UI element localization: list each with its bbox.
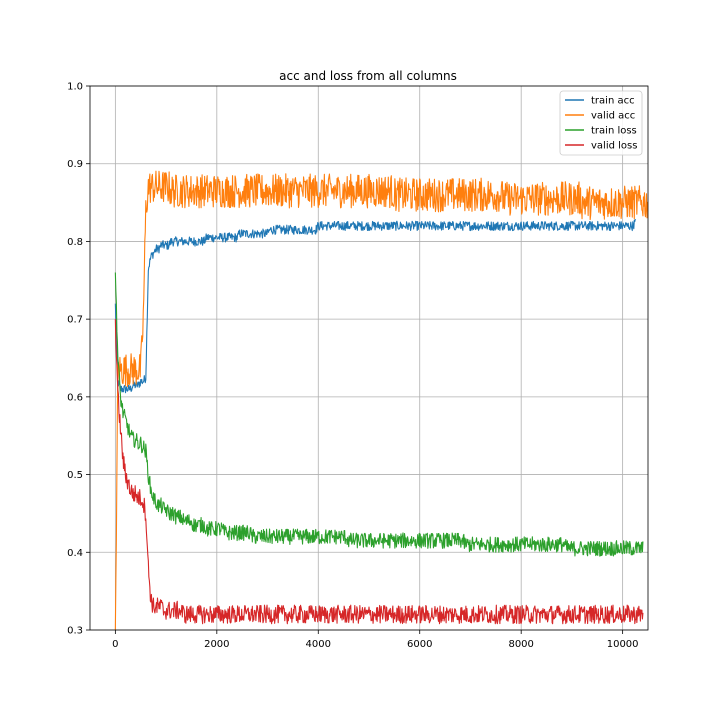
y-tick-label: 0.6 — [67, 392, 83, 403]
series-lines — [114, 170, 648, 630]
legend-label: train loss — [591, 126, 637, 137]
x-tick-label: 6000 — [407, 639, 432, 650]
y-tick-label: 0.9 — [67, 159, 83, 170]
legend-label: valid acc — [591, 111, 635, 122]
series-line-valid-loss — [114, 319, 644, 625]
series-line-train-acc — [114, 218, 636, 394]
x-tick-label: 2000 — [204, 639, 229, 650]
x-tick-label: 10000 — [607, 639, 639, 650]
legend-label: train acc — [591, 96, 635, 107]
legend-label: valid loss — [591, 141, 637, 152]
y-tick-label: 0.4 — [67, 548, 83, 559]
x-tick-label: 4000 — [306, 639, 331, 650]
chart-title: acc and loss from all columns — [279, 69, 457, 83]
series-line-train-loss — [114, 272, 644, 557]
y-tick-label: 0.8 — [67, 237, 83, 248]
legend-box — [559, 90, 643, 156]
y-tick-label: 0.5 — [67, 470, 83, 481]
plot-frame — [89, 85, 649, 631]
legend: train acc valid acc train loss valid loss — [559, 90, 643, 156]
axis-ticks: 0 2000 4000 6000 8000 10000 0.3 0.4 0.5 0.6 0.7 0.8… — [67, 82, 638, 651]
x-tick-label: 8000 — [508, 639, 533, 650]
y-tick-label: 0.7 — [67, 315, 83, 326]
y-tick-label: 1.0 — [67, 82, 83, 93]
x-tick-label: 0 — [112, 639, 118, 650]
y-tick-label: 0.3 — [67, 626, 83, 637]
series-line-valid-acc — [114, 170, 648, 630]
